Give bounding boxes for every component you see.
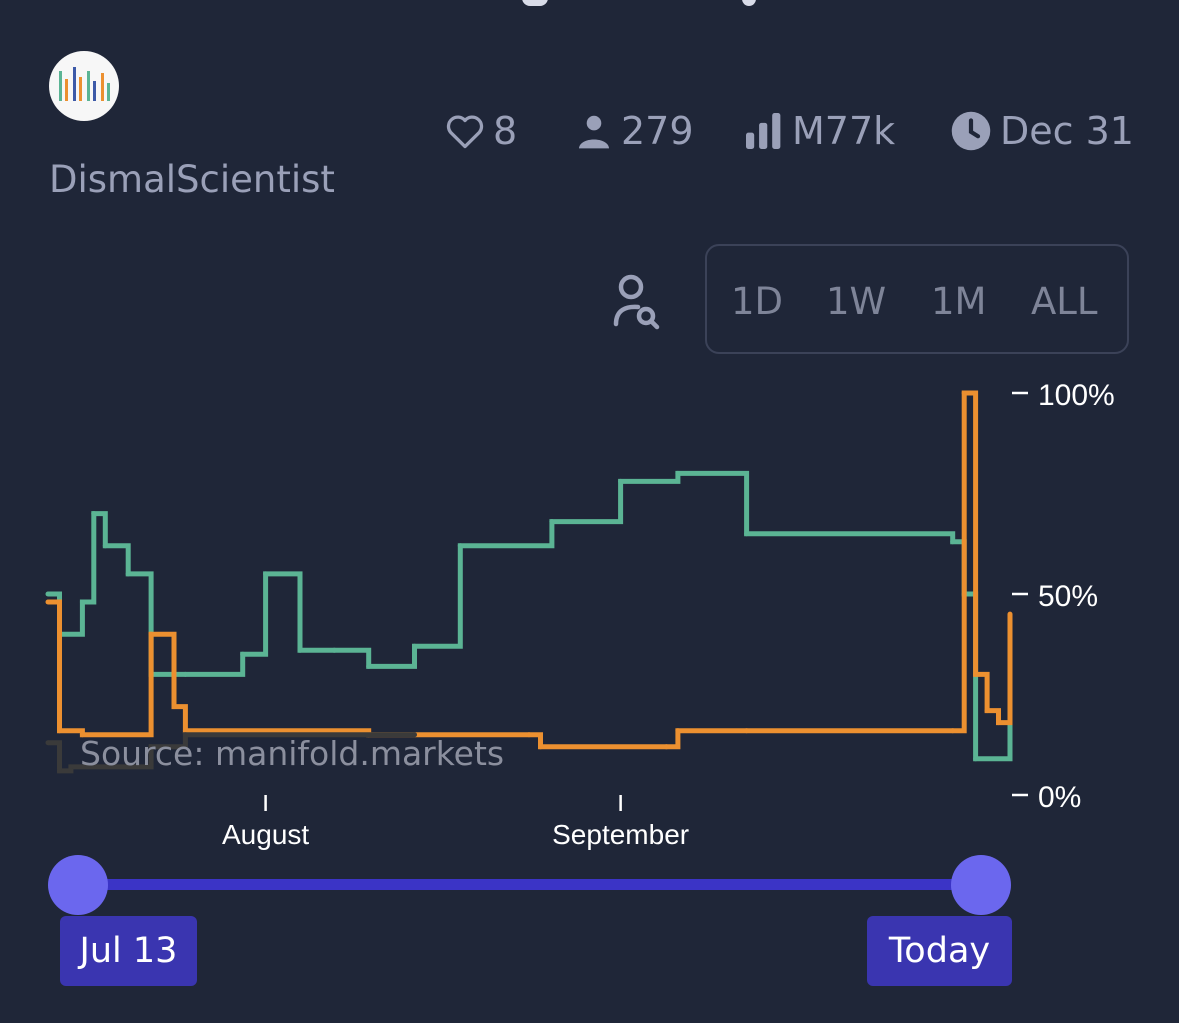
series-1-point <box>182 728 188 734</box>
bar-chart-icon <box>746 113 781 149</box>
series-1-point <box>1007 611 1013 617</box>
time-range-selector <box>705 244 1129 354</box>
slider-start-label: Jul 13 <box>60 916 197 986</box>
series-0-point <box>675 470 681 476</box>
series-2-point <box>57 768 62 774</box>
series-1-point <box>663 744 669 750</box>
series-1-point <box>45 599 51 605</box>
clock-icon <box>951 111 991 151</box>
range-1m-button[interactable]: 1M <box>931 280 987 323</box>
series-0-point <box>102 543 108 549</box>
series-0-point <box>91 511 97 517</box>
x-tick-label: August <box>222 819 309 850</box>
series-1-point <box>171 704 177 710</box>
series-0-point <box>263 571 269 577</box>
volume-amount: M77k <box>792 109 896 153</box>
series-2-point <box>182 732 188 738</box>
slider-end-handle[interactable] <box>951 855 1011 915</box>
series-0-point <box>549 519 555 525</box>
y-tick-label: 100% <box>1038 380 1115 412</box>
series-0-point <box>125 571 131 577</box>
user-icon <box>578 115 610 149</box>
series-0-point <box>744 531 750 537</box>
title-fragment <box>0 0 1179 14</box>
y-tick-label: 0% <box>1038 781 1081 814</box>
range-1w-button[interactable]: 1W <box>826 280 887 323</box>
date-range-slider[interactable] <box>78 879 981 890</box>
series-0-point <box>182 671 188 677</box>
traders-stat: 279 <box>575 106 694 156</box>
creator-name[interactable]: DismalScientist <box>49 158 335 201</box>
range-1d-button[interactable]: 1D <box>731 280 784 323</box>
series-1-point <box>973 671 979 677</box>
series-1-point <box>79 732 85 738</box>
traders-count: 279 <box>621 109 694 153</box>
probability-chart[interactable]: 100% 50% 0% August September <box>0 380 1179 850</box>
series-2-point <box>148 744 154 750</box>
series-0-point <box>973 756 979 762</box>
close-date: Dec 31 <box>1000 109 1134 153</box>
slider-end-label: Today <box>867 916 1012 986</box>
close-date-stat: Dec 31 <box>950 106 1134 156</box>
range-all-button[interactable]: ALL <box>1031 280 1098 323</box>
slider-start-handle[interactable] <box>48 855 108 915</box>
series-2-point <box>412 732 417 738</box>
series-2-point <box>45 740 51 746</box>
series-1-point <box>538 744 543 750</box>
series-1-point <box>996 720 1001 726</box>
series-1-point <box>984 708 990 714</box>
series-line-2 <box>48 732 415 774</box>
series-0-point <box>79 599 85 605</box>
x-tick-label: September <box>552 819 689 850</box>
series-0-point <box>366 663 372 669</box>
volume-stat: M77k <box>744 106 895 156</box>
likes-count: 8 <box>493 109 518 153</box>
series-0-point <box>618 478 624 484</box>
heart-icon <box>446 115 484 149</box>
series-2-point <box>68 764 74 770</box>
series-0-point <box>45 591 51 597</box>
series-1-point <box>744 728 750 734</box>
series-0-point <box>331 647 337 653</box>
series-0-point <box>412 643 417 649</box>
series-1-point <box>675 728 681 734</box>
series-1-point <box>148 631 154 637</box>
series-0-point <box>297 647 303 653</box>
y-tick-label: 50% <box>1038 580 1098 613</box>
series-1-point <box>526 732 532 738</box>
series-1-point <box>961 390 967 396</box>
series-1-point <box>950 728 956 734</box>
source-watermark: Source: manifold.markets <box>80 734 505 773</box>
series-line-1 <box>48 390 1013 750</box>
series-0-point <box>240 651 246 657</box>
user-search-icon[interactable] <box>610 274 664 330</box>
series-line-0 <box>48 470 1013 762</box>
series-0-point <box>950 539 956 545</box>
creator-avatar[interactable] <box>49 51 119 121</box>
series-0-point <box>457 543 463 549</box>
series-1-point <box>57 728 62 734</box>
likes-stat[interactable]: 8 <box>445 106 517 156</box>
